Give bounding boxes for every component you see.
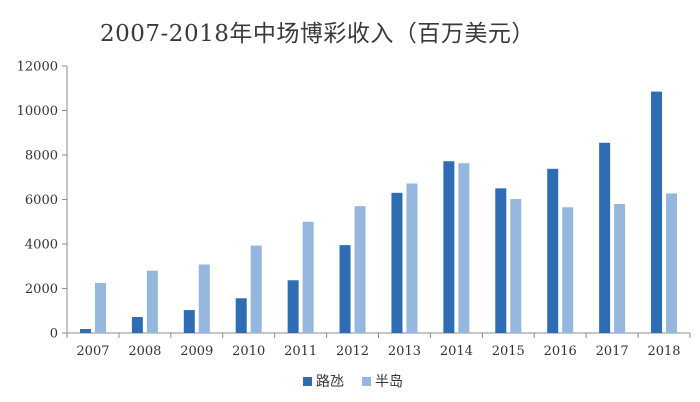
x-tick-label: 2011 [284, 344, 317, 359]
legend-label-series-1: 路氹 [316, 374, 344, 390]
bar-series-1-2013 [391, 192, 403, 333]
bar-series-2-2014 [458, 163, 470, 333]
x-tick-label: 2007 [76, 344, 109, 359]
x-tick-label: 2010 [232, 344, 265, 359]
y-tick-label: 2000 [25, 282, 58, 297]
bar-series-2-2008 [146, 270, 158, 333]
bar-series-2-2017 [614, 203, 626, 333]
x-tick-label: 2012 [336, 344, 369, 359]
bar-series-2-2015 [510, 199, 522, 333]
bar-series-1-2014 [443, 161, 455, 333]
chart-title: 2007-2018年中场博彩收入（百万美元） [100, 21, 535, 47]
legend-swatch-series-2 [362, 377, 371, 386]
x-tick-label: 2014 [440, 344, 473, 359]
bar-series-1-2007 [79, 328, 91, 333]
x-tick-label: 2017 [596, 344, 629, 359]
bar-series-2-2009 [198, 264, 210, 333]
y-tick-label: 12000 [17, 60, 58, 75]
bar-series-1-2009 [183, 310, 195, 333]
x-tick-label: 2015 [492, 344, 525, 359]
y-tick-label: 10000 [17, 104, 58, 119]
bar-series-1-2018 [651, 91, 663, 334]
x-tick-label: 2013 [388, 344, 421, 359]
bar-series-1-2015 [495, 188, 507, 333]
bar-series-1-2008 [131, 316, 143, 333]
bar-series-1-2010 [235, 298, 247, 333]
bar-series-2-2012 [354, 206, 366, 333]
bar-series-2-2011 [302, 221, 314, 333]
y-tick-label: 0 [50, 327, 58, 342]
bar-series-1-2012 [339, 245, 351, 333]
bar-series-2-2007 [94, 282, 106, 333]
bar-series-1-2011 [287, 280, 299, 333]
y-tick-label: 6000 [25, 193, 58, 208]
bar-series-2-2016 [562, 207, 574, 333]
bar-series-2-2010 [250, 245, 262, 333]
x-tick-label: 2016 [544, 344, 577, 359]
legend-swatch-series-1 [303, 377, 312, 386]
x-tick-label: 2008 [128, 344, 161, 359]
bar-series-1-2017 [599, 142, 611, 333]
x-tick-label: 2009 [180, 344, 213, 359]
bar-series-2-2013 [406, 183, 418, 333]
x-tick-label: 2018 [647, 344, 680, 359]
bar-series-1-2016 [547, 168, 559, 333]
y-tick-label: 4000 [25, 238, 58, 253]
y-tick-label: 8000 [25, 149, 58, 164]
legend-label-series-2: 半岛 [375, 374, 403, 390]
bar-series-2-2018 [666, 193, 678, 333]
